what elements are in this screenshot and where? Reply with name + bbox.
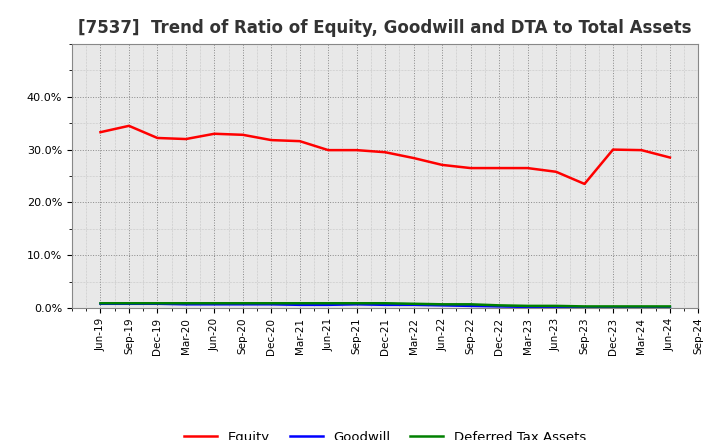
Goodwill xyxy=(295,302,304,308)
Goodwill xyxy=(352,302,361,307)
Equity xyxy=(608,147,617,152)
Deferred Tax Assets xyxy=(637,304,646,309)
Goodwill xyxy=(210,302,219,307)
Goodwill xyxy=(410,302,418,308)
Title: [7537]  Trend of Ratio of Equity, Goodwill and DTA to Total Assets: [7537] Trend of Ratio of Equity, Goodwil… xyxy=(78,19,692,37)
Goodwill xyxy=(523,304,532,310)
Equity xyxy=(467,165,475,171)
Legend: Equity, Goodwill, Deferred Tax Assets: Equity, Goodwill, Deferred Tax Assets xyxy=(179,425,591,440)
Deferred Tax Assets xyxy=(523,303,532,308)
Goodwill xyxy=(438,303,446,308)
Line: Equity: Equity xyxy=(101,126,670,184)
Goodwill xyxy=(96,301,105,306)
Goodwill xyxy=(552,305,560,310)
Goodwill xyxy=(181,302,190,307)
Equity xyxy=(495,165,503,171)
Equity xyxy=(580,181,589,187)
Equity xyxy=(267,137,276,143)
Equity xyxy=(238,132,247,137)
Deferred Tax Assets xyxy=(96,301,105,306)
Deferred Tax Assets xyxy=(552,303,560,308)
Equity xyxy=(96,129,105,135)
Deferred Tax Assets xyxy=(125,301,133,306)
Deferred Tax Assets xyxy=(324,301,333,306)
Equity xyxy=(125,123,133,128)
Deferred Tax Assets xyxy=(608,304,617,309)
Deferred Tax Assets xyxy=(210,301,219,306)
Deferred Tax Assets xyxy=(410,301,418,306)
Goodwill xyxy=(637,305,646,310)
Deferred Tax Assets xyxy=(495,303,503,308)
Equity xyxy=(523,165,532,171)
Equity xyxy=(665,155,674,160)
Equity xyxy=(552,169,560,174)
Line: Goodwill: Goodwill xyxy=(101,304,670,308)
Deferred Tax Assets xyxy=(238,301,247,306)
Deferred Tax Assets xyxy=(153,301,162,306)
Goodwill xyxy=(267,302,276,307)
Goodwill xyxy=(125,301,133,306)
Deferred Tax Assets xyxy=(352,301,361,306)
Goodwill xyxy=(381,302,390,308)
Goodwill xyxy=(608,305,617,310)
Deferred Tax Assets xyxy=(467,302,475,307)
Equity xyxy=(153,136,162,141)
Goodwill xyxy=(324,302,333,308)
Equity xyxy=(438,162,446,168)
Equity xyxy=(324,147,333,153)
Equity xyxy=(295,139,304,144)
Equity xyxy=(210,131,219,136)
Equity xyxy=(181,136,190,142)
Deferred Tax Assets xyxy=(665,304,674,309)
Equity xyxy=(352,147,361,153)
Deferred Tax Assets xyxy=(438,302,446,307)
Deferred Tax Assets xyxy=(580,304,589,309)
Equity xyxy=(381,150,390,155)
Goodwill xyxy=(495,304,503,309)
Equity xyxy=(410,155,418,161)
Goodwill xyxy=(153,301,162,306)
Goodwill xyxy=(238,302,247,307)
Deferred Tax Assets xyxy=(381,301,390,306)
Goodwill xyxy=(467,303,475,308)
Goodwill xyxy=(580,305,589,310)
Deferred Tax Assets xyxy=(267,301,276,306)
Deferred Tax Assets xyxy=(181,301,190,306)
Deferred Tax Assets xyxy=(295,301,304,306)
Goodwill xyxy=(665,305,674,310)
Line: Deferred Tax Assets: Deferred Tax Assets xyxy=(101,303,670,306)
Equity xyxy=(637,147,646,153)
